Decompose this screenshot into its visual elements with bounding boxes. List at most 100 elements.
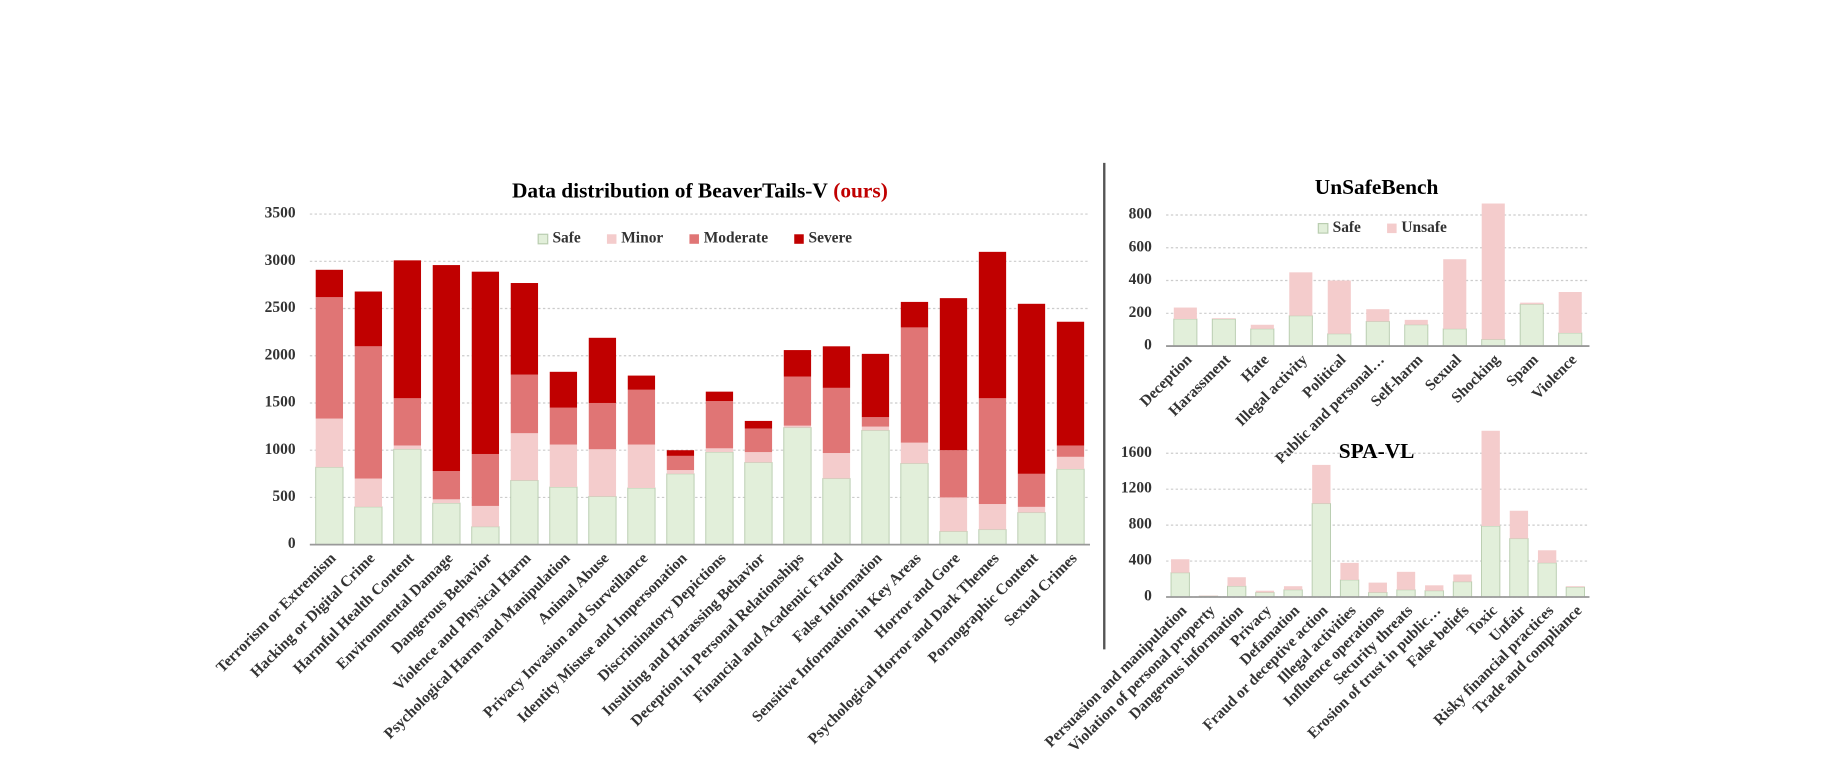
bar-segment <box>393 448 422 546</box>
bar-segment <box>1327 280 1351 334</box>
bar-segment <box>432 502 461 546</box>
bar-segment <box>939 530 968 546</box>
legend-label: Unsafe <box>1401 219 1447 236</box>
bar-segment <box>1017 506 1046 513</box>
title-highlight: (ours) <box>833 179 888 203</box>
y-tick-label: 600 <box>1129 238 1152 255</box>
y-tick-label: 800 <box>1129 206 1152 223</box>
bar-segment <box>1056 445 1085 457</box>
bar-segment <box>900 301 929 328</box>
bar-segment <box>354 291 383 347</box>
bar-segment <box>1365 321 1390 347</box>
bar-segment <box>471 505 500 527</box>
bar-segment <box>354 506 383 546</box>
bar-segment <box>1453 574 1472 582</box>
bar-segment <box>1170 572 1190 598</box>
bar-segment <box>549 486 578 546</box>
title-text: Data distribution of BeaverTails-V <box>512 179 828 203</box>
bar-segment <box>900 442 929 464</box>
y-tick-label: 3500 <box>265 205 296 222</box>
y-tick-label: 400 <box>1129 271 1152 288</box>
chart-title: SPA-VL <box>1339 439 1415 463</box>
y-tick-label: 0 <box>1144 588 1152 605</box>
legend-label: Safe <box>552 230 580 247</box>
x-tick-label: Violation of personal property <box>1065 602 1218 755</box>
bar-segment <box>1312 464 1331 504</box>
y-tick-label: 400 <box>1129 552 1152 569</box>
bar-segment <box>1425 585 1444 591</box>
bar-segment <box>705 391 734 402</box>
bar-segment <box>1537 562 1557 598</box>
bar-segment <box>900 462 929 546</box>
y-tick-label: 2000 <box>265 346 296 363</box>
bar-segment <box>1056 468 1085 546</box>
bar-segment <box>1404 319 1428 325</box>
bar-segment <box>822 478 851 546</box>
legend-label: Safe <box>1333 219 1361 236</box>
bar-segment <box>1327 333 1352 347</box>
bar-segment <box>627 487 656 546</box>
bar-segment <box>510 283 539 375</box>
bar-segment <box>666 455 695 471</box>
bar-segment <box>1452 581 1473 598</box>
bar-segment <box>354 346 383 479</box>
bar-segment <box>1212 318 1236 320</box>
bar-segment <box>783 425 812 428</box>
bar-segment <box>939 298 968 451</box>
bar-segment <box>1017 473 1046 507</box>
bar-segment <box>1227 577 1246 587</box>
y-tick-label: 0 <box>288 535 296 552</box>
y-tick-label: 0 <box>1144 337 1152 354</box>
bar-segment <box>588 449 617 497</box>
bar-segment <box>627 389 656 445</box>
bar-segment <box>822 453 851 479</box>
bar-segment <box>1404 324 1429 347</box>
legend-swatch <box>794 234 804 244</box>
bar-segment <box>627 444 656 488</box>
y-tick-label: 1000 <box>265 441 296 458</box>
bar-segment <box>315 418 344 468</box>
bar-segment <box>1056 456 1085 470</box>
bar-segment <box>1288 315 1313 347</box>
bar-segment <box>1283 589 1303 598</box>
bar-segment <box>1283 586 1303 590</box>
bar-segment <box>822 387 851 454</box>
bar-segment <box>1339 579 1360 598</box>
bar-segment <box>1173 307 1197 320</box>
bar-segment <box>861 353 890 418</box>
bar-segment <box>978 251 1007 399</box>
bar-segment <box>354 478 383 507</box>
bar-segment <box>783 350 812 377</box>
y-tick-label: 2500 <box>265 299 296 316</box>
bar-segment <box>1566 586 1585 588</box>
bar-segment <box>471 453 500 506</box>
bar-segment <box>861 417 890 427</box>
bar-segment <box>1565 586 1586 598</box>
legend-swatch <box>689 234 699 244</box>
bar-segment <box>1396 589 1416 598</box>
bar-segment <box>588 496 617 546</box>
title-text: SPA-VL <box>1339 439 1415 463</box>
bar-segment <box>627 375 656 390</box>
y-tick-label: 500 <box>272 488 295 505</box>
y-tick-label: 1600 <box>1121 444 1152 461</box>
bar-segment <box>744 452 773 463</box>
bar-segment <box>393 445 422 450</box>
bar-segment <box>549 371 578 408</box>
legend-label: Minor <box>621 230 663 247</box>
bar-segment <box>783 376 812 426</box>
chart-title: Data distribution of BeaverTails-V (ours… <box>512 179 888 203</box>
legend-label: Moderate <box>704 230 768 247</box>
bar-segment <box>1481 203 1505 340</box>
legend-swatch <box>537 233 549 245</box>
y-tick-label: 200 <box>1129 304 1152 321</box>
bar-segment <box>510 374 539 434</box>
x-tick-label: Hate <box>1238 351 1273 386</box>
bar-segment <box>315 466 344 546</box>
bar-segment <box>744 462 773 546</box>
bar-segment <box>588 337 617 403</box>
bar-segment <box>1171 559 1190 573</box>
bar-segment <box>1558 332 1583 347</box>
bar-segment <box>978 398 1007 505</box>
bar-segment <box>549 444 578 488</box>
